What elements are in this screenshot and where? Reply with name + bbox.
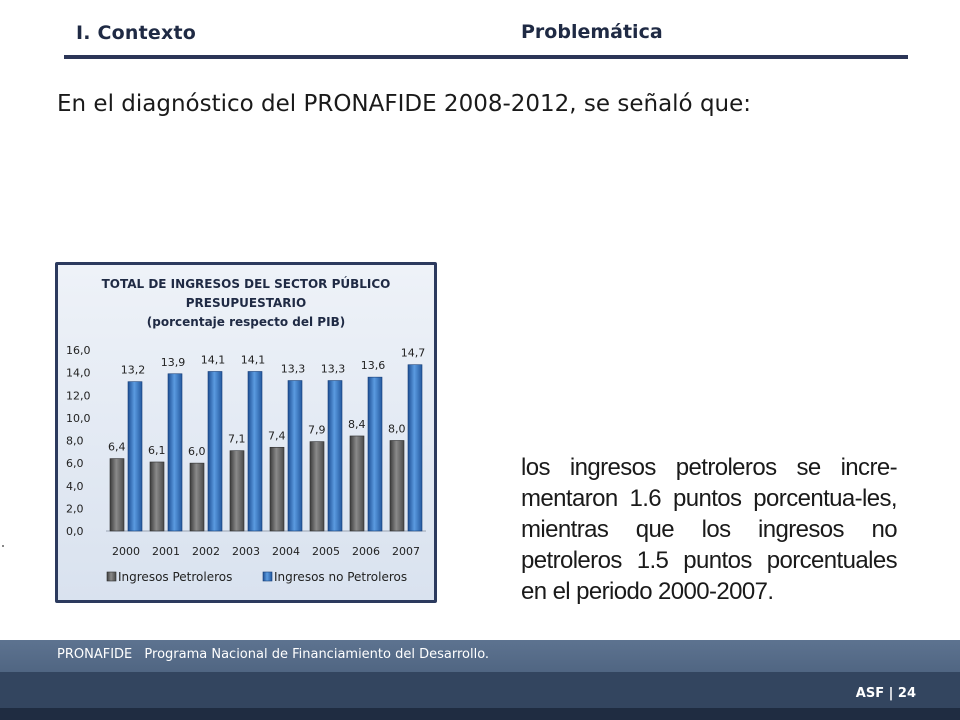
- legend-label-no-petroleros: Ingresos no Petroleros: [274, 570, 407, 584]
- body-paragraph: los ingresos petroleros se incre-mentaro…: [521, 454, 898, 605]
- chart-title-line: PRESUPUESTARIO: [186, 296, 306, 310]
- chart-title-line: (porcentaje respecto del PIB): [147, 315, 345, 329]
- x-tick-label: 2004: [272, 545, 300, 558]
- data-label-petroleros: 7,4: [268, 429, 286, 442]
- footer-stripe-dark: [0, 708, 960, 720]
- bar-petroleros: [349, 435, 365, 532]
- y-tick-label: 10,0: [66, 412, 91, 425]
- data-label-no-petroleros: 13,2: [121, 364, 146, 377]
- bar-no-petroleros: [127, 381, 143, 532]
- bar-no-petroleros: [287, 380, 303, 532]
- legend-swatch-petroleros: [106, 571, 117, 582]
- bar-petroleros: [149, 461, 165, 532]
- data-label-no-petroleros: 14,7: [401, 347, 426, 360]
- bar-no-petroleros: [207, 371, 223, 532]
- bar-petroleros: [229, 450, 245, 532]
- x-tick-label: 2000: [112, 545, 140, 558]
- data-label-petroleros: 6,4: [108, 441, 126, 454]
- bar-chart: TOTAL DE INGRESOS DEL SECTOR PÚBLICO PRES…: [66, 276, 426, 584]
- chart-title-line: TOTAL DE INGRESOS DEL SECTOR PÚBLICO: [102, 276, 391, 291]
- bar-petroleros: [269, 446, 285, 532]
- y-tick-label: 16,0: [66, 344, 91, 357]
- data-label-petroleros: 6,1: [148, 444, 166, 457]
- data-label-petroleros: 8,0: [388, 423, 406, 436]
- x-tick-label: 2007: [392, 545, 420, 558]
- data-label-no-petroleros: 13,9: [161, 356, 186, 369]
- y-tick-label: 14,0: [66, 367, 91, 380]
- page-number: ASF | 24: [855, 686, 916, 701]
- stray-mark: [2, 545, 4, 547]
- y-tick-label: 2,0: [66, 502, 84, 515]
- bar-petroleros: [309, 441, 325, 532]
- y-tick-label: 12,0: [66, 389, 91, 402]
- data-label-no-petroleros: 13,6: [361, 359, 386, 372]
- bar-petroleros: [189, 462, 205, 532]
- x-tick-label: 2006: [352, 545, 380, 558]
- bar-no-petroleros: [247, 371, 263, 532]
- data-label-petroleros: 7,9: [308, 424, 326, 437]
- footer-definition: Programa Nacional de Financiamiento del …: [144, 647, 490, 662]
- data-label-no-petroleros: 14,1: [201, 353, 226, 366]
- data-label-petroleros: 6,0: [188, 445, 206, 458]
- footer-note: PRONAFIDE Programa Nacional de Financiam…: [57, 647, 489, 662]
- data-label-no-petroleros: 14,1: [241, 353, 266, 366]
- bar-no-petroleros: [407, 364, 423, 532]
- footer-abbr: PRONAFIDE: [57, 647, 133, 662]
- legend-swatch-no-petroleros: [262, 571, 273, 582]
- data-label-petroleros: 8,4: [348, 418, 366, 431]
- chart-container: TOTAL DE INGRESOS DEL SECTOR PÚBLICO PRES…: [55, 262, 437, 603]
- data-label-petroleros: 7,1: [228, 433, 246, 446]
- y-tick-label: 8,0: [66, 435, 84, 448]
- x-tick-label: 2005: [312, 545, 340, 558]
- header-divider: [64, 55, 908, 59]
- page-title: Problemática: [521, 21, 663, 43]
- y-tick-label: 4,0: [66, 480, 84, 493]
- x-tick-label: 2002: [192, 545, 220, 558]
- bar-petroleros: [389, 440, 405, 532]
- section-label: I. Contexto: [76, 22, 196, 44]
- y-tick-label: 6,0: [66, 457, 84, 470]
- data-label-no-petroleros: 13,3: [281, 363, 306, 376]
- y-tick-label: 0,0: [66, 525, 84, 538]
- x-tick-label: 2001: [152, 545, 180, 558]
- bar-no-petroleros: [167, 373, 183, 532]
- bar-petroleros: [109, 458, 125, 532]
- bar-no-petroleros: [327, 380, 343, 532]
- legend-label-petroleros: Ingresos Petroleros: [118, 570, 232, 584]
- data-label-no-petroleros: 13,3: [321, 363, 346, 376]
- bar-no-petroleros: [367, 376, 383, 532]
- intro-text: En el diagnóstico del PRONAFIDE 2008-201…: [57, 91, 752, 117]
- x-tick-label: 2003: [232, 545, 260, 558]
